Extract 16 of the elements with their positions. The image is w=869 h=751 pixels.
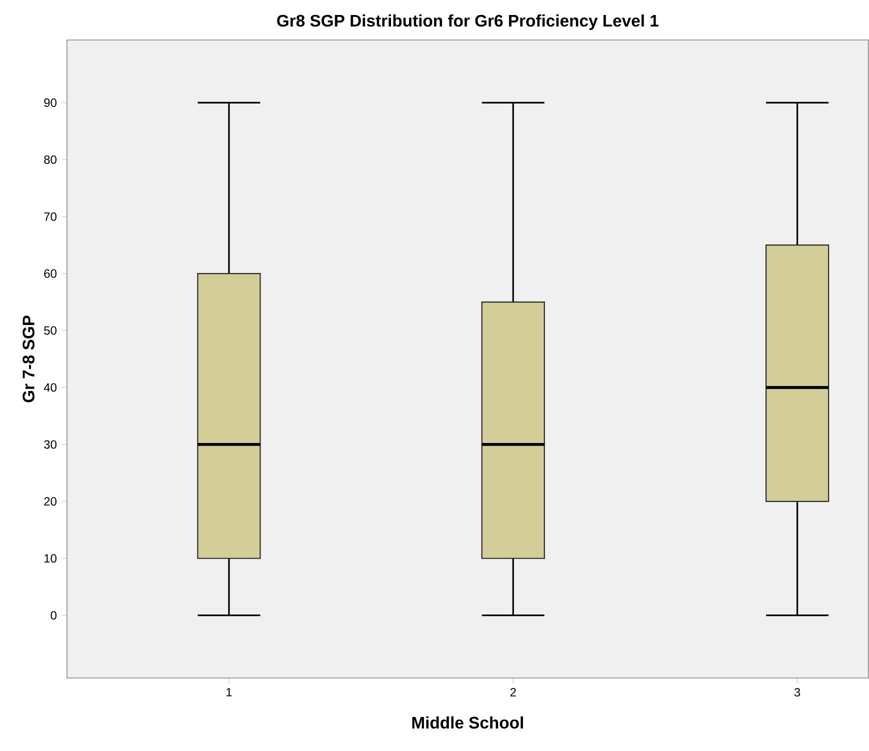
y-tick-label: 0 (50, 611, 56, 620)
chart-title: Gr8 SGP Distribution for Gr6 Proficiency Level 1 (277, 14, 658, 30)
y-tick-label: 40 (44, 383, 56, 392)
y-tick-label: 90 (44, 98, 56, 107)
y-tick-label: 80 (44, 155, 56, 164)
y-tick-label: 60 (44, 269, 56, 278)
y-tick-label: 50 (44, 326, 56, 335)
x-tick-label: 1 (226, 688, 232, 696)
x-tick-label: 2 (510, 688, 516, 696)
y-tick-label: 10 (44, 554, 56, 563)
x-axis-title: Middle School (412, 716, 523, 729)
y-tick-label: 70 (44, 212, 56, 221)
y-tick-label: 30 (44, 440, 56, 449)
x-tick-label: 3 (794, 688, 800, 697)
y-axis-title: Gr 7-8 SGP (22, 316, 34, 402)
y-tick-label: 20 (44, 497, 56, 506)
